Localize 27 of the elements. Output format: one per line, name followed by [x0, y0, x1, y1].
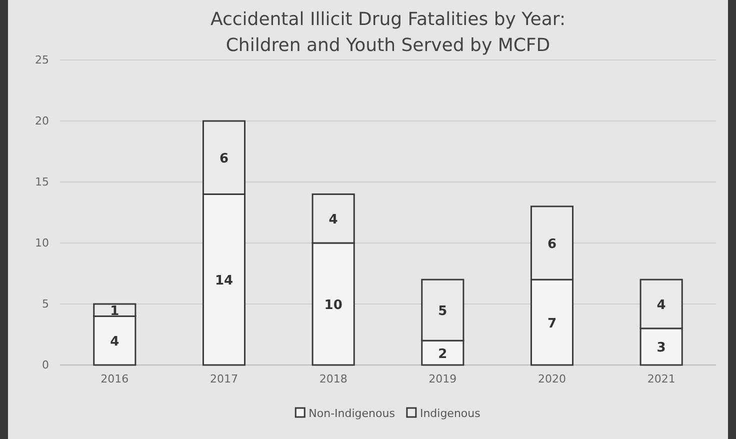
data-label: 4: [110, 334, 120, 350]
data-label: 14: [214, 274, 234, 289]
x-tick-label: 2020: [538, 372, 566, 386]
data-label: 2: [438, 346, 448, 362]
y-tick-label: 10: [35, 236, 49, 250]
data-label: 4: [328, 212, 338, 228]
data-label: 6: [547, 237, 557, 252]
legend-label: Non-Indigenous: [308, 407, 396, 420]
data-label: 3: [656, 340, 666, 356]
legend-label: Indigenous: [420, 407, 481, 420]
x-tick-label: 2018: [319, 372, 348, 386]
data-label: 5: [438, 304, 448, 320]
data-label: 7: [547, 316, 557, 332]
x-tick-label: 2017: [210, 372, 238, 386]
x-tick-label: 2019: [428, 372, 457, 386]
x-tick-label: 2016: [100, 372, 129, 386]
data-label: 6: [219, 152, 229, 167]
y-tick-label: 25: [35, 54, 49, 67]
y-tick-label: 5: [42, 298, 49, 311]
data-label: 1: [110, 304, 120, 320]
x-tick-label: 2021: [647, 372, 676, 386]
data-label: 10: [324, 298, 342, 313]
y-tick-label: 15: [35, 176, 49, 189]
data-label: 4: [656, 298, 666, 313]
chart-title: Accidental Illicit Drug Fatalities by Year: Children and Youth Served by MCFD: [210, 9, 566, 56]
y-tick-label: 20: [35, 114, 49, 128]
y-tick-label: 0: [42, 358, 49, 372]
